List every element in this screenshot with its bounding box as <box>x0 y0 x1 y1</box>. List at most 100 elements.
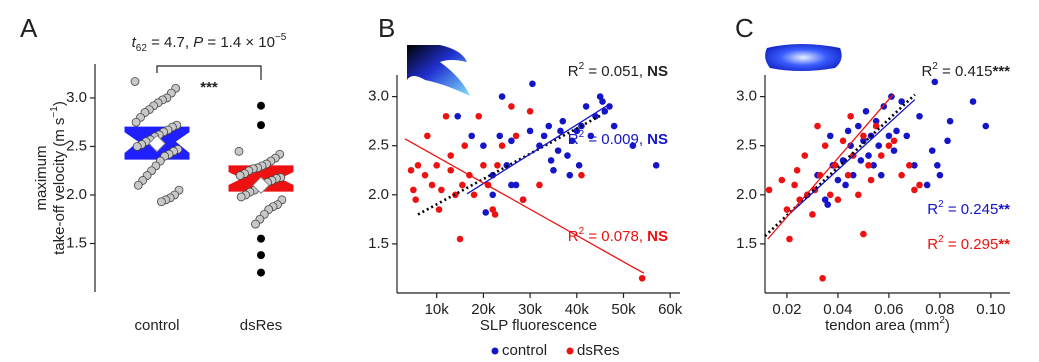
text-part: SLP fluorescence <box>480 317 597 334</box>
text-part: = 0.295 <box>944 236 999 253</box>
data-point <box>564 152 571 159</box>
data-point <box>475 112 483 120</box>
data-point <box>559 117 567 125</box>
fit-annotation: R2 = 0.078, NS <box>568 226 668 245</box>
x-tick-label: 20k <box>471 301 496 318</box>
data-point <box>156 197 166 207</box>
data-point <box>568 137 576 145</box>
fit-annotation: R2 = 0.009, NS <box>568 129 668 148</box>
data-point <box>898 98 905 105</box>
data-point <box>944 137 951 145</box>
fit-line <box>417 113 604 216</box>
text-part: ) <box>945 317 950 334</box>
data-point <box>877 152 885 159</box>
data-point <box>438 186 445 194</box>
y-tick-label: 2.5 <box>368 137 389 154</box>
data-point <box>235 171 245 180</box>
data-point <box>529 80 536 88</box>
data-point <box>131 117 141 127</box>
data-point <box>860 230 867 238</box>
mean-marker <box>252 176 270 194</box>
data-point <box>566 171 574 179</box>
data-point <box>412 196 419 204</box>
text-part: −1 <box>49 106 60 118</box>
text-part: = 0.078, <box>584 228 647 245</box>
data-point <box>447 152 455 159</box>
data-point <box>606 103 613 110</box>
legend-marker <box>566 347 574 355</box>
x-tick-label: 0.04 <box>823 301 852 318</box>
data-point <box>809 211 816 218</box>
text-part: P <box>193 34 203 51</box>
data-point <box>424 132 431 140</box>
outlier <box>257 101 265 110</box>
data-point <box>547 157 555 164</box>
data-point <box>847 112 854 120</box>
data-point <box>885 132 893 140</box>
data-point <box>778 176 786 184</box>
data-point <box>826 191 834 199</box>
legend-label: control <box>502 342 547 359</box>
data-point <box>456 235 464 243</box>
data-point <box>536 181 543 189</box>
data-point <box>872 117 880 125</box>
data-point <box>498 93 506 100</box>
data-point <box>936 171 944 179</box>
data-point <box>428 181 436 189</box>
text-part: R <box>927 236 938 253</box>
panel-label: B <box>378 13 395 43</box>
fit-annotation: R2 = 0.245** <box>927 199 1010 218</box>
data-point <box>814 122 821 130</box>
x-tick-label: 0.08 <box>925 301 954 318</box>
outlier <box>257 268 265 277</box>
data-point <box>410 186 417 194</box>
text-part: 2 <box>579 226 585 237</box>
data-point <box>847 142 854 150</box>
data-point <box>890 147 898 154</box>
y-tick-label: 2.0 <box>368 186 389 203</box>
data-point <box>480 162 487 169</box>
data-point <box>860 137 867 145</box>
data-point <box>862 108 870 115</box>
text-part: 62 <box>136 43 148 54</box>
data-point <box>414 162 422 169</box>
data-point <box>573 127 581 135</box>
text-part: = 0.051, <box>584 63 647 80</box>
text-part: tendon area (mm <box>825 317 939 334</box>
text-part: R <box>927 201 938 218</box>
data-point <box>508 181 515 189</box>
data-point <box>433 162 440 169</box>
data-point <box>480 142 487 150</box>
legend-label: dsRes <box>577 342 620 359</box>
data-point <box>916 181 923 189</box>
legend-marker <box>491 347 499 355</box>
data-point <box>578 171 585 179</box>
text-part: ** <box>998 236 1010 253</box>
text-part: 2 <box>939 315 945 326</box>
text-part: = 0.245 <box>944 201 999 218</box>
text-part: NS <box>647 131 668 148</box>
text-part: ) <box>51 101 68 106</box>
data-point <box>526 108 534 115</box>
data-point <box>875 142 883 150</box>
data-point <box>893 127 900 135</box>
data-point <box>931 78 939 86</box>
data-point <box>442 112 450 120</box>
data-point <box>133 180 143 190</box>
data-point <box>496 132 504 140</box>
y-tick-label: 2.0 <box>736 186 757 203</box>
annotation: t62 = 4.7, P = 1.4 × 10−5 <box>132 32 287 54</box>
text-part: = 0.415 <box>938 63 993 80</box>
data-point <box>629 142 637 150</box>
data-point <box>545 122 553 130</box>
data-point <box>877 171 885 179</box>
data-point <box>234 146 244 156</box>
text-part: R <box>568 63 579 80</box>
data-point <box>130 77 140 86</box>
data-point <box>842 181 849 189</box>
text-part: = 1.4 × 10 <box>203 34 275 51</box>
data-point <box>489 191 497 199</box>
significance-bracket <box>156 65 262 80</box>
fit-line <box>767 94 894 240</box>
